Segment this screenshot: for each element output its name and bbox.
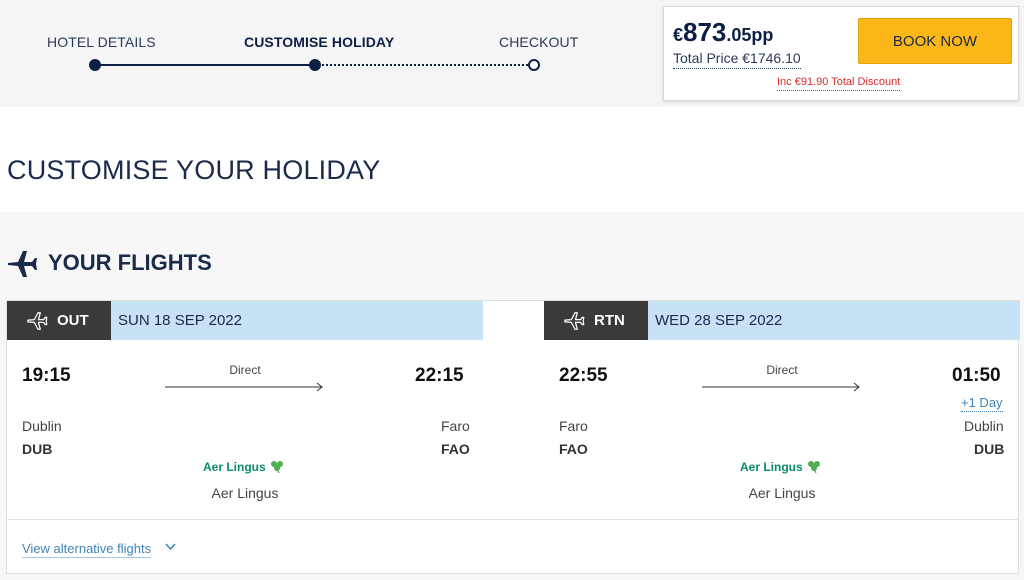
- outbound-to-code: FAO: [441, 441, 470, 457]
- outbound-arrive-time: 22:15: [415, 365, 464, 386]
- page-title: CUSTOMISE YOUR HOLIDAY: [7, 155, 381, 185]
- return-airline-name: Aer Lingus: [748, 485, 816, 501]
- outbound-from-city: Dublin: [22, 418, 62, 434]
- return-stops: Direct: [766, 363, 798, 377]
- flights-title: YOUR FLIGHTS: [48, 250, 212, 275]
- plus-one-day[interactable]: +1 Day: [961, 395, 1003, 412]
- step-customise-holiday: CUSTOMISE HOLIDAY: [244, 34, 395, 50]
- progress-steps: HOTEL DETAILS CUSTOMISE HOLIDAY CHECKOUT: [0, 0, 640, 107]
- step-dot-checkout: [528, 59, 540, 71]
- airline-logo-text: Aer Lingus: [203, 460, 266, 474]
- progress-line-completed: [95, 64, 315, 66]
- shamrock-icon: [808, 461, 821, 474]
- outbound-from-code: DUB: [22, 441, 53, 457]
- flights-section: YOUR FLIGHTS OUT SUN 18 SEP 2022 RTN WED…: [0, 212, 1024, 580]
- return-to-city: Dublin: [964, 418, 1004, 434]
- step-hotel-details[interactable]: HOTEL DETAILS: [47, 34, 156, 50]
- price-whole: 873: [683, 17, 727, 47]
- price-fraction: .05pp: [726, 25, 774, 45]
- booking-header: HOTEL DETAILS CUSTOMISE HOLIDAY CHECKOUT…: [0, 0, 1024, 107]
- return-from-city: Faro: [559, 418, 588, 434]
- airline-logo-text: Aer Lingus: [740, 460, 803, 474]
- return-date: WED 28 SEP 2022: [648, 301, 1020, 340]
- step-dot-hotel-details: [89, 59, 101, 71]
- outbound-airline-name: Aer Lingus: [211, 485, 279, 501]
- outbound-tag: OUT: [7, 301, 111, 340]
- return-arrive-time: 01:50: [952, 365, 1001, 386]
- return-airline-logo: Aer Lingus: [740, 459, 822, 474]
- total-discount[interactable]: Inc €91.90 Total Discount: [777, 76, 901, 91]
- step-dot-customise-holiday: [309, 59, 321, 71]
- return-depart-time: 22:55: [559, 365, 608, 386]
- airplane-icon: [8, 251, 37, 277]
- return-to-code: DUB: [974, 441, 1005, 457]
- book-now-button[interactable]: BOOK NOW: [858, 18, 1012, 64]
- outbound-airline-logo: Aer Lingus: [203, 459, 285, 474]
- arrow-right-icon: [165, 382, 323, 392]
- total-price[interactable]: Total Price €1746.10: [673, 50, 801, 69]
- outbound-to-city: Faro: [441, 418, 470, 434]
- return-from-code: FAO: [559, 441, 588, 457]
- flight-card: OUT SUN 18 SEP 2022 RTN WED 28 SEP 2022 …: [6, 300, 1020, 574]
- shamrock-icon: [271, 461, 284, 474]
- arrow-right-icon: [702, 382, 860, 392]
- price-summary: €873.05pp Total Price €1746.10 Inc €91.9…: [663, 6, 1019, 101]
- outbound-tag-label: OUT: [57, 312, 89, 329]
- return-tag: RTN: [544, 301, 648, 340]
- step-checkout: CHECKOUT: [499, 34, 579, 50]
- card-divider: [7, 519, 1018, 520]
- price-currency: €: [673, 25, 684, 45]
- price-per-person: €873.05pp: [673, 17, 773, 48]
- return-tag-label: RTN: [594, 312, 625, 329]
- progress-line-pending: [315, 64, 535, 66]
- plane-outline-icon: [564, 312, 585, 330]
- chevron-down-icon[interactable]: [165, 543, 176, 551]
- outbound-stops: Direct: [229, 363, 261, 377]
- title-section: CUSTOMISE YOUR HOLIDAY: [0, 107, 1024, 212]
- plane-outline-icon: [27, 312, 48, 330]
- view-alternative-flights-link[interactable]: View alternative flights: [22, 541, 152, 558]
- outbound-depart-time: 19:15: [22, 365, 71, 386]
- outbound-date: SUN 18 SEP 2022: [111, 301, 483, 340]
